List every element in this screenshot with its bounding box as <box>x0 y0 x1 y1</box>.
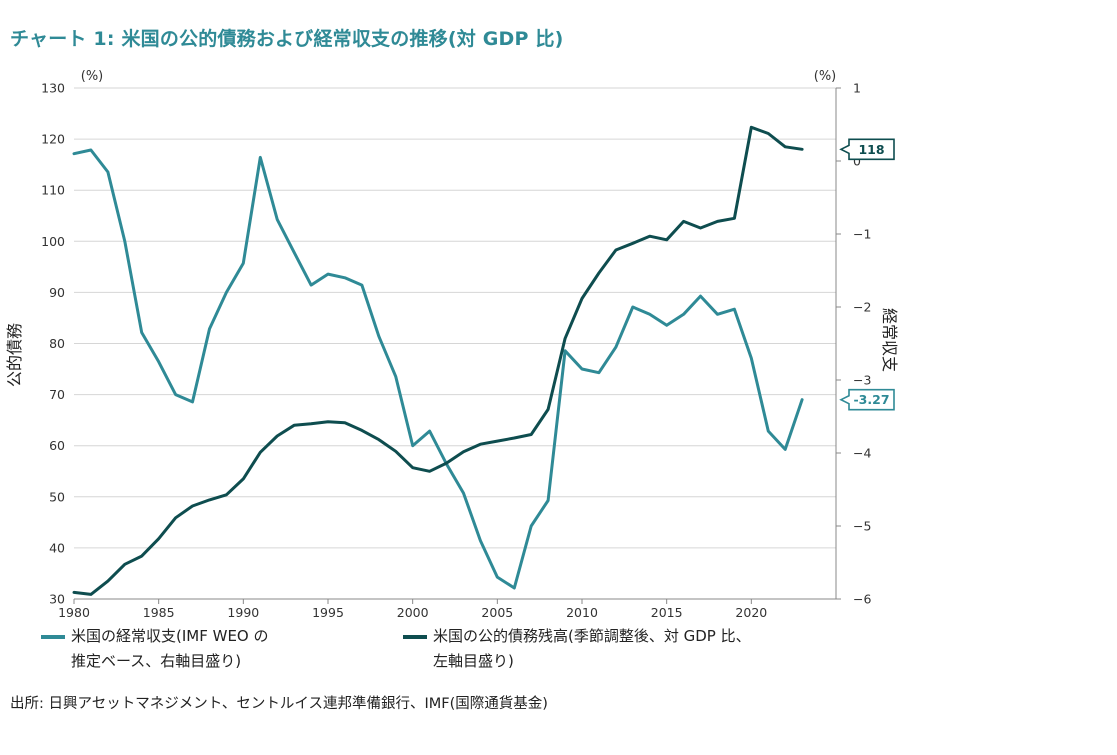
right-tick-label-3: −3 <box>853 373 871 388</box>
end-label-public_debt: 118 <box>858 142 884 157</box>
left-tick-label-40: 40 <box>49 540 65 555</box>
left-tick-label-120: 120 <box>41 132 65 147</box>
right-tick-label-0: −6 <box>853 592 871 607</box>
right-tick-label-5: −1 <box>853 227 871 242</box>
left-tick-label-60: 60 <box>49 438 65 453</box>
x-tick-label-1985: 1985 <box>143 605 175 620</box>
end-label-box-current_account <box>839 388 895 411</box>
series-line-current_account <box>72 148 804 590</box>
right-axis-unit: (%) <box>814 69 837 84</box>
left-tick-label-50: 50 <box>49 489 65 504</box>
left-axis-title: 公的債務 <box>5 323 24 387</box>
legend-label-public-debt-line2: 左軸目盛り) <box>433 652 514 670</box>
x-tick-label-2010: 2010 <box>566 605 598 620</box>
legend-swatch-public-debt <box>403 635 427 639</box>
legend-label-current-account-line1: 米国の経常収支(IMF WEO の <box>71 627 269 645</box>
left-tick-label-130: 130 <box>41 81 65 96</box>
legend-current-account: 米国の経常収支(IMF WEO の 推定ベース、右軸目盛り) <box>41 624 401 674</box>
right-tick-label-2: −4 <box>853 446 871 461</box>
legend-public-debt: 米国の公的債務残高(季節調整後、対 GDP 比、 左軸目盛り) <box>403 624 843 674</box>
legend-label-public-debt-line1: 米国の公的債務残高(季節調整後、対 GDP 比、 <box>433 627 751 645</box>
chart-title: チャート 1: 米国の公的債務および経常収支の推移(対 GDP 比) <box>10 28 564 50</box>
end-label-box-public_debt <box>839 138 895 161</box>
left-tick-label-80: 80 <box>49 336 65 351</box>
right-tick-label-7: 1 <box>853 81 861 96</box>
line-chart: 30405060708090100110120130−6−5−4−3−2−101… <box>5 69 899 620</box>
right-axis-title: 経常収支 <box>880 308 899 372</box>
legend-swatch-current-account <box>41 635 65 639</box>
right-tick-label-4: −2 <box>853 300 871 315</box>
end-label-current_account: -3.27 <box>853 392 889 407</box>
left-tick-label-30: 30 <box>49 592 65 607</box>
x-tick-label-1995: 1995 <box>312 605 344 620</box>
x-tick-label-2000: 2000 <box>397 605 429 620</box>
x-tick-label-2015: 2015 <box>651 605 683 620</box>
left-tick-label-100: 100 <box>41 234 65 249</box>
x-tick-label-2020: 2020 <box>735 605 767 620</box>
left-axis-unit: (%) <box>81 69 104 84</box>
source-note: 出所: 日興アセットマネジメント、セントルイス連邦準備銀行、IMF(国際通貨基金… <box>10 696 548 712</box>
right-tick-label-6: 0 <box>853 154 861 169</box>
right-tick-label-1: −5 <box>853 519 871 534</box>
legend-label-current-account-line2: 推定ベース、右軸目盛り) <box>71 652 242 670</box>
left-tick-label-110: 110 <box>41 183 65 198</box>
series-line-public_debt <box>72 125 804 596</box>
left-tick-label-70: 70 <box>49 387 65 402</box>
x-tick-label-1980: 1980 <box>58 605 90 620</box>
left-tick-label-90: 90 <box>49 285 65 300</box>
x-tick-label-1990: 1990 <box>227 605 259 620</box>
x-tick-label-2005: 2005 <box>481 605 513 620</box>
